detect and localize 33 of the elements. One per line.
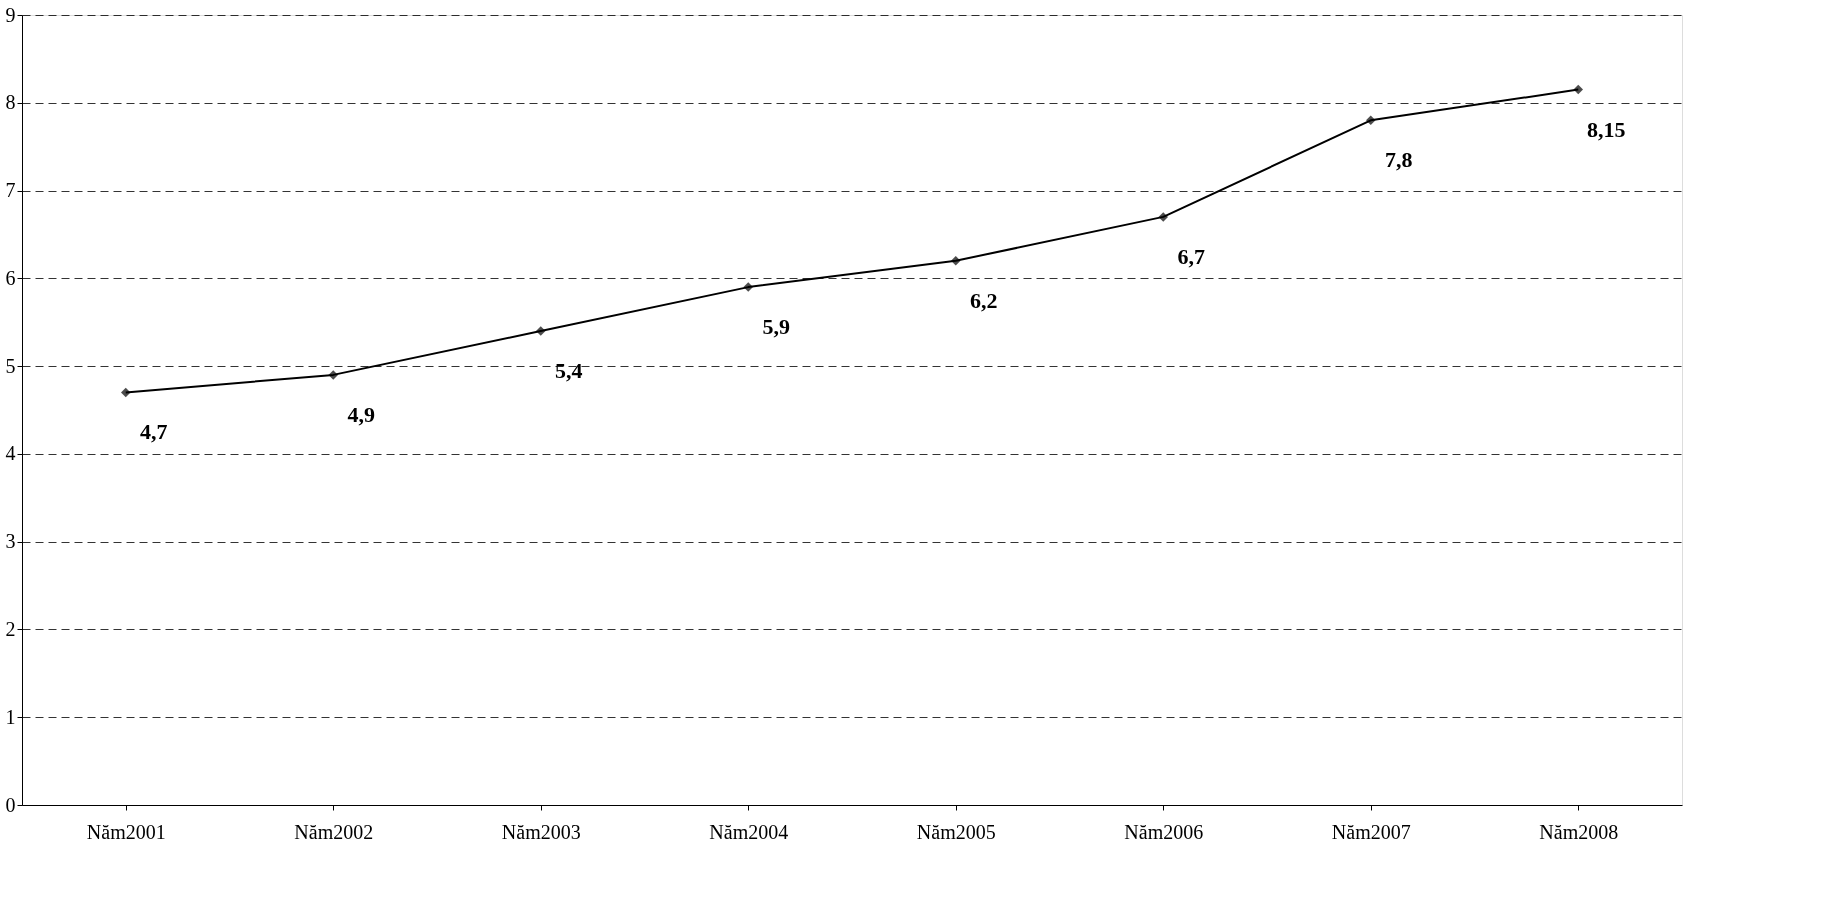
point	[1366, 115, 1376, 126]
y-tick-label: 8	[5, 91, 16, 114]
x-tick-label: Năm2006	[1124, 820, 1204, 843]
data-label: 5,9	[762, 314, 790, 340]
point	[1573, 84, 1583, 95]
data-label: 6,7	[1177, 243, 1205, 269]
x-tick-label: Năm2003	[501, 820, 581, 843]
data-label: 4,7	[140, 419, 168, 445]
x-tick-label: Năm2004	[709, 820, 789, 843]
x-tick-label: Năm2002	[294, 820, 374, 843]
y-tick-label: 2	[5, 617, 16, 640]
y-tick-label: 9	[5, 3, 16, 26]
x-tick-label: Năm2007	[1331, 820, 1411, 843]
y-tick-label: 6	[5, 266, 16, 289]
y-tick-label: 7	[5, 179, 16, 202]
data-label: 6,2	[970, 287, 998, 313]
point	[951, 256, 961, 266]
data-label: 7,8	[1385, 147, 1413, 173]
y-tick-label: 5	[5, 354, 16, 377]
data-label: 5,4	[555, 358, 583, 383]
y-tick-label: 4	[5, 442, 16, 465]
y-tick-label: 3	[5, 530, 16, 553]
x-tick-label: Năm2008	[1539, 820, 1619, 843]
x-tick-label: Năm2005	[916, 820, 996, 843]
point	[743, 282, 753, 292]
data-label: 4,9	[347, 401, 375, 427]
x-tick-label: Năm2001	[86, 820, 166, 843]
point	[328, 370, 338, 380]
y-tick-label: 0	[5, 793, 16, 816]
point	[121, 387, 131, 398]
data-label: 8,15	[1587, 116, 1626, 142]
y-tick-label: 1	[5, 705, 16, 728]
point	[1158, 212, 1168, 222]
